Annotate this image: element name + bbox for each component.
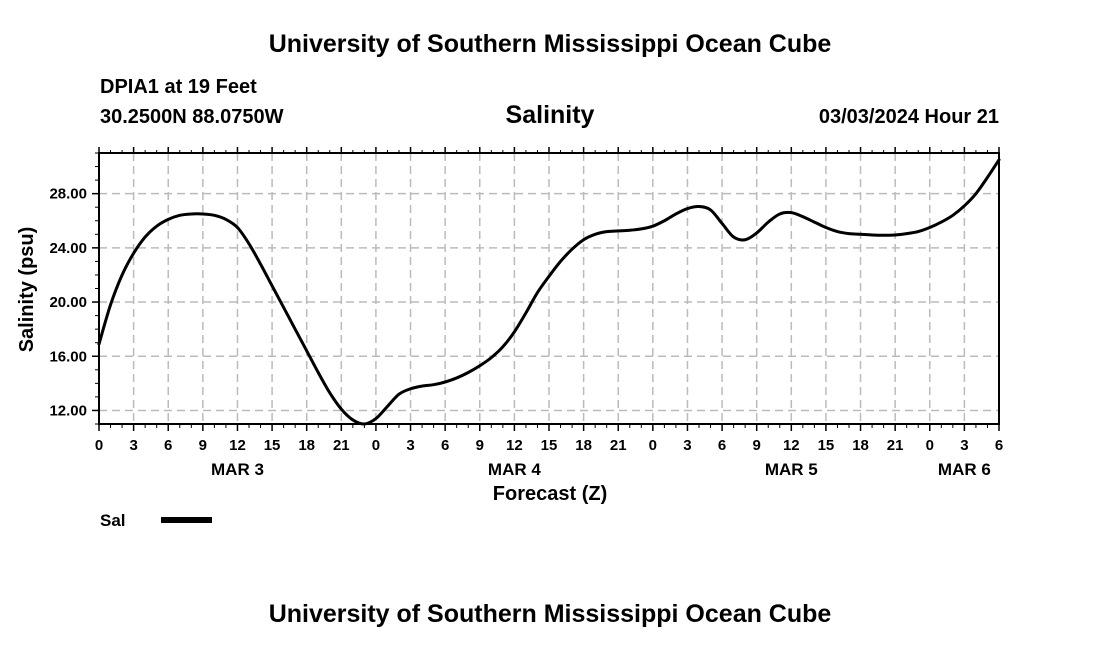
x-axis-title: Forecast (Z): [493, 483, 607, 505]
footer-title: University of Southern Mississippi Ocean…: [268, 600, 832, 628]
x-tick-label: 3: [683, 437, 691, 454]
y-tick-label: 12.00: [49, 402, 87, 419]
axis-labels: Forecast (Z) Salinity (psu) 0 3 6 9 12 15 18 21…: [16, 186, 1003, 505]
x-tick-label: 12: [783, 437, 800, 454]
legend: Sal: [100, 511, 212, 530]
x-tick-label: 9: [199, 437, 207, 454]
chart-title: University of Southern Mississippi Ocean…: [268, 30, 832, 58]
x-tick-label: 9: [753, 437, 761, 454]
legend-label-sal: Sal: [100, 511, 126, 530]
x-tick-label: 12: [506, 437, 523, 454]
x-tick-label: 15: [541, 437, 558, 454]
x-tick-label: 6: [164, 437, 172, 454]
date-label: MAR 6: [938, 460, 991, 479]
x-tick-label: 12: [229, 437, 246, 454]
y-tick-label: 16.00: [49, 348, 87, 365]
y-axis-title: Salinity (psu): [16, 227, 38, 353]
station-coordinates: 30.2500N 88.0750W: [100, 106, 284, 128]
x-tick-label: 18: [575, 437, 592, 454]
x-tick-label: 6: [718, 437, 726, 454]
x-tick-label: 21: [887, 437, 904, 454]
variable-title: Salinity: [505, 101, 595, 129]
x-tick-label: 6: [441, 437, 449, 454]
x-tick-label: 6: [995, 437, 1003, 454]
date-label: MAR 5: [765, 460, 818, 479]
date-label: MAR 4: [488, 460, 541, 479]
x-tick-label: 18: [852, 437, 869, 454]
x-tick-label: 0: [372, 437, 380, 454]
x-tick-label: 15: [264, 437, 281, 454]
grid-lines: [99, 153, 999, 424]
x-tick-label: 9: [476, 437, 484, 454]
x-tick-label: 3: [129, 437, 137, 454]
y-tick-label: 28.00: [49, 186, 87, 203]
x-tick-label: 15: [818, 437, 835, 454]
x-tick-label: 0: [649, 437, 657, 454]
date-label: MAR 3: [211, 460, 264, 479]
x-tick-label: 3: [406, 437, 414, 454]
x-tick-label: 0: [926, 437, 934, 454]
station-label: DPIA1 at 19 Feet: [100, 76, 257, 98]
x-tick-label: 21: [610, 437, 627, 454]
salinity-series-line: [97, 158, 1001, 426]
y-tick-label: 20.00: [49, 294, 87, 311]
forecast-datetime: 03/03/2024 Hour 21: [818, 106, 999, 128]
y-tick-label: 24.00: [49, 240, 87, 257]
x-tick-label: 3: [960, 437, 968, 454]
x-tick-label: 18: [298, 437, 315, 454]
x-tick-label: 21: [333, 437, 350, 454]
axis-ticks: [92, 147, 1000, 431]
x-tick-label: 0: [95, 437, 103, 454]
